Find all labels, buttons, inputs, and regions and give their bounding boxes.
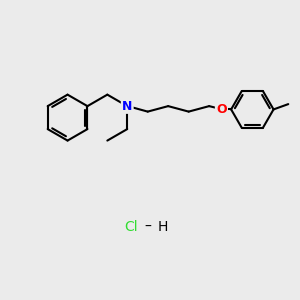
Text: H: H	[158, 220, 168, 234]
Text: O: O	[216, 103, 227, 116]
Text: N: N	[122, 100, 132, 112]
Text: Cl: Cl	[124, 220, 138, 234]
Text: –: –	[144, 220, 151, 234]
